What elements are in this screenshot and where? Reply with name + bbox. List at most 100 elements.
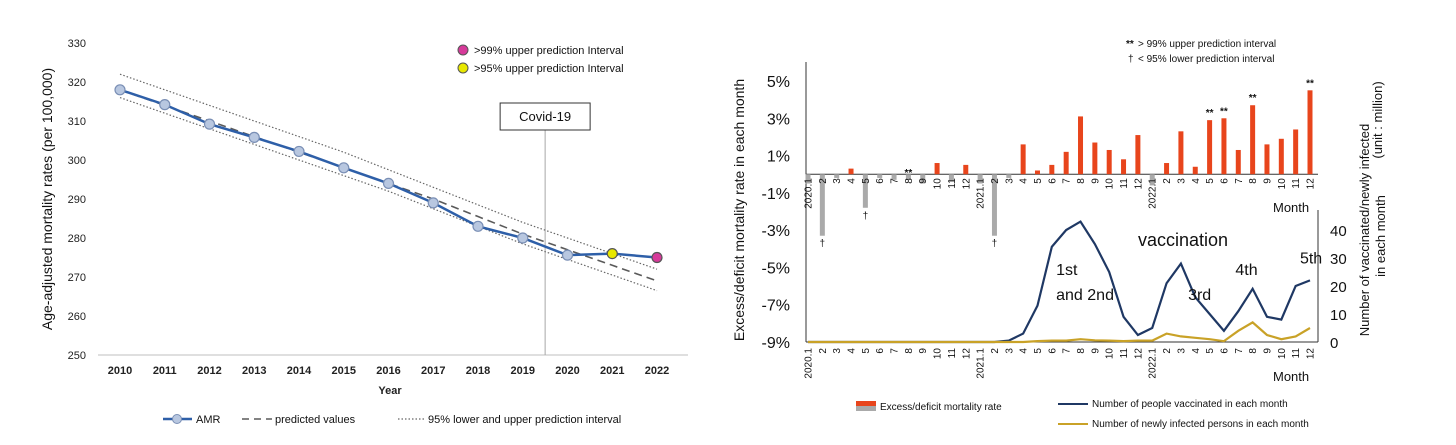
bottom-month-label: 6	[1219, 348, 1230, 354]
bottom-month-label: 2	[1162, 348, 1173, 354]
excess-rate-bar	[834, 174, 840, 178]
y-tick-label: -5%	[762, 260, 790, 277]
excess-rate-bar	[1221, 118, 1227, 175]
excess-rate-bar	[1192, 166, 1198, 175]
x-tick-label: 2012	[197, 365, 221, 377]
y-tick-label: -1%	[762, 186, 790, 203]
top-month-label: 8	[1076, 178, 1087, 184]
x-tick-label: 2011	[153, 365, 177, 377]
top-month-label: 12	[1133, 178, 1144, 190]
bottom-month-label: 2020.1	[804, 348, 815, 379]
bottom-month-label: 12	[961, 348, 972, 360]
top-month-label: 2	[990, 178, 1001, 184]
top-month-label: 4	[1191, 178, 1202, 184]
bottom-month-label: 7	[1234, 348, 1245, 354]
vaccination-annotation: vaccination	[1138, 230, 1228, 250]
legend-predicted-label: predicted values	[275, 414, 356, 426]
bottom-month-label: 11	[1119, 348, 1130, 359]
x-tick-label: 2013	[242, 365, 266, 377]
legend-95-label: < 95% lower prediction interval	[1138, 54, 1274, 65]
legend-interval-label: 95% lower and upper prediction interval	[428, 414, 621, 426]
y-tick-label: 1%	[767, 149, 790, 166]
excess-rate-bar	[1049, 164, 1055, 175]
excess-rate-bar	[877, 174, 883, 178]
bottom-month-label: 10	[933, 348, 944, 360]
amr-point	[651, 251, 663, 264]
covid-annotation-label: Covid-19	[519, 109, 571, 124]
top-month-axis-label: Month	[1273, 200, 1309, 215]
excess-rate-bar	[1121, 159, 1127, 175]
marker-99: **	[1206, 108, 1214, 119]
wave-label: 3rd	[1188, 287, 1211, 304]
top-month-label: 6	[1219, 178, 1230, 184]
excess-rate-bar	[1207, 120, 1213, 175]
amr-point	[561, 249, 574, 261]
infected-line	[808, 321, 1311, 344]
top-month-label: 9	[1262, 178, 1273, 184]
y-tick-label: 3%	[767, 111, 790, 128]
bottom-month-label: 9	[1090, 348, 1101, 354]
x-tick-label: 2017	[421, 365, 445, 377]
y-tick-label: -9%	[762, 335, 790, 352]
top-month-label: 2022.1	[1148, 178, 1159, 209]
amr-point	[606, 248, 618, 260]
x-tick-label: 2018	[466, 365, 490, 377]
y-tick-label: -3%	[762, 223, 790, 240]
amr-point	[338, 162, 350, 174]
x-tick-label: 2020	[555, 365, 579, 377]
y2-axis-unit: (unit : million)	[1370, 81, 1385, 158]
y2-tick-label: 0	[1330, 335, 1338, 352]
bottom-month-label: 9	[1262, 348, 1273, 354]
top-month-label: 4	[1019, 178, 1030, 184]
bottom-month-label: 4	[1019, 348, 1030, 354]
excess-rate-bar	[1164, 163, 1170, 175]
top-month-label: 3	[1004, 178, 1015, 184]
y-tick-label: 270	[68, 272, 86, 284]
excess-rate-bar	[905, 174, 911, 180]
marker-99: **	[1249, 93, 1257, 104]
x-tick-label: 2010	[108, 365, 132, 377]
top-month-label: 5	[861, 178, 872, 184]
top-month-label: 6	[875, 178, 886, 184]
bottom-month-label: 6	[1047, 348, 1058, 354]
x-tick-label: 2014	[287, 365, 312, 377]
bottom-month-label: 5	[861, 348, 872, 354]
excess-rate-bar	[819, 174, 825, 236]
bottom-month-label: 11	[1291, 348, 1302, 359]
top-month-label: 8	[1248, 178, 1259, 184]
bottom-month-label: 8	[904, 348, 915, 354]
excess-mortality-chart: 5% 3% 1% -1% -3% -5% -7% -9% 0 10 20 30 40 ** ** ** ** **…	[731, 39, 1388, 430]
x-axis-label: Year	[378, 385, 402, 397]
top-month-label: 2021.1	[976, 178, 987, 209]
excess-rate-bar	[963, 164, 969, 175]
highlight-legend-marker	[457, 44, 469, 56]
amr-point	[203, 118, 216, 130]
excess-rate-bar	[920, 174, 926, 184]
highlight-legend-marker	[457, 62, 469, 74]
top-month-label: 10	[933, 178, 944, 190]
bottom-month-label: 3	[1004, 348, 1015, 354]
upper-interval-line	[119, 73, 658, 270]
marker-99: **	[1220, 106, 1228, 117]
excess-rate-bar	[1135, 135, 1141, 175]
x-tick-label: 2021	[600, 365, 624, 377]
amr-point	[248, 131, 260, 143]
marker-99: **	[905, 168, 913, 179]
top-month-label: 7	[1234, 178, 1245, 184]
excess-rate-bar	[948, 174, 954, 182]
top-month-label: 4	[847, 178, 858, 184]
bottom-month-label: 10	[1105, 348, 1116, 360]
highlight-legend-label: >95% upper prediction Interval	[474, 63, 624, 75]
top-month-label: 10	[1277, 178, 1288, 190]
top-month-label: 2	[1162, 178, 1173, 184]
excess-rate-bar	[934, 163, 940, 175]
bottom-month-axis-label: Month	[1273, 369, 1309, 384]
legend-bar-neg	[856, 406, 876, 411]
amr-point	[159, 99, 171, 111]
y-tick-label: 290	[68, 194, 86, 206]
excess-rate-bar	[991, 174, 997, 236]
top-month-label: 8	[904, 178, 915, 184]
y2-tick-label: 20	[1330, 279, 1347, 296]
wave-label: 5th	[1300, 251, 1322, 268]
excess-rate-bar	[862, 174, 868, 208]
